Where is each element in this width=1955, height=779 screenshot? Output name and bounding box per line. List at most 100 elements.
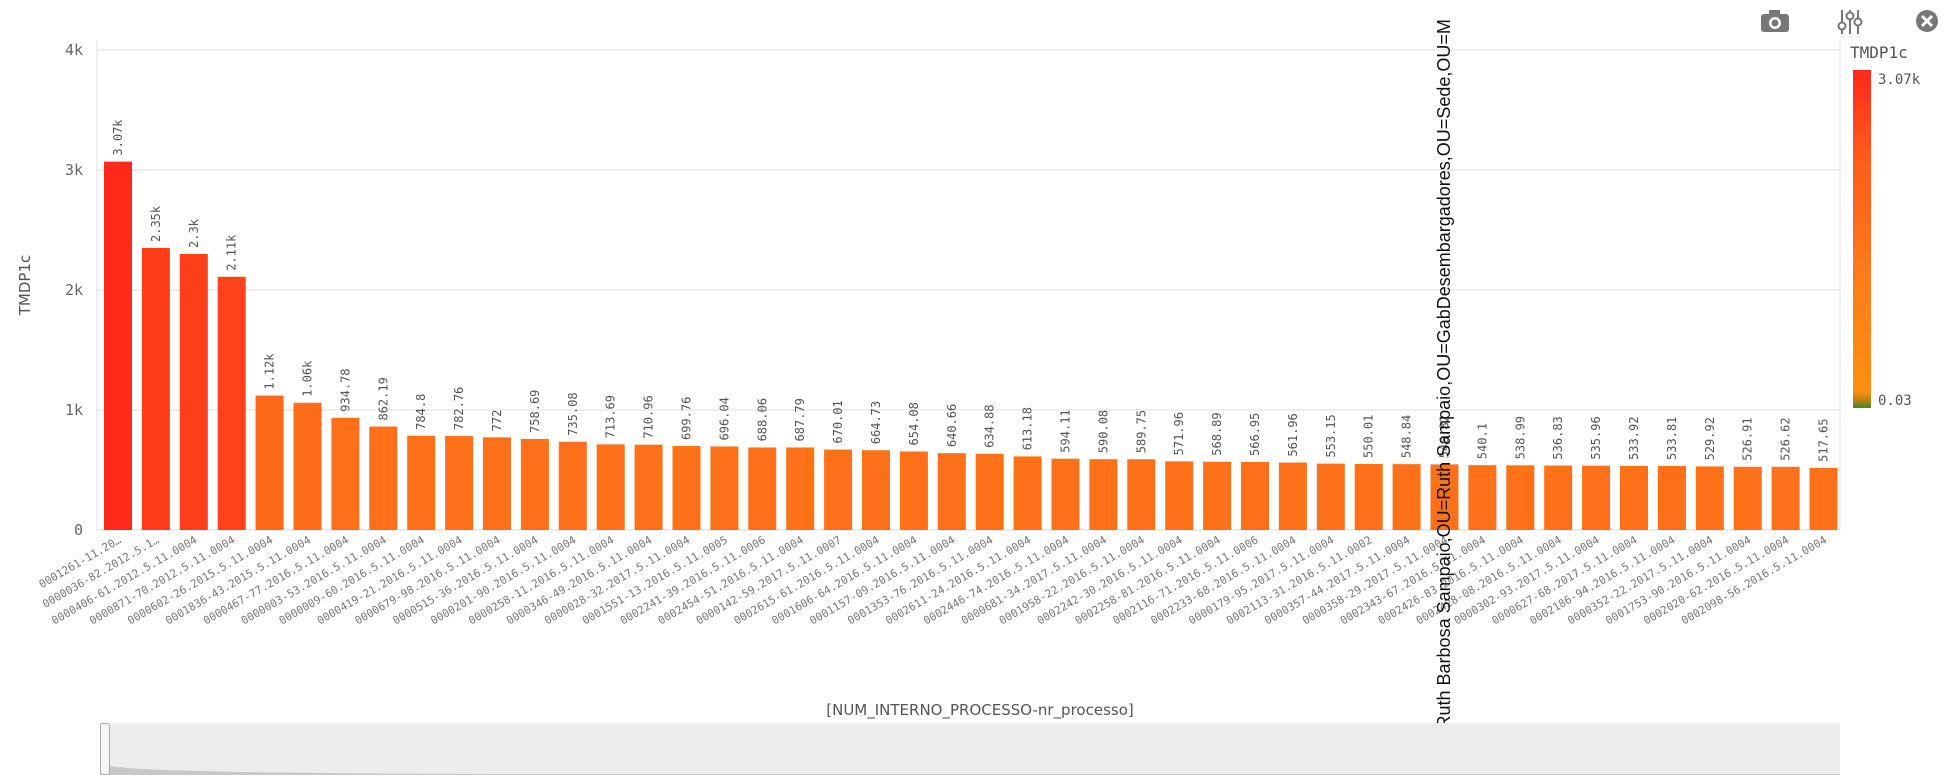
- bar[interactable]: [1354, 463, 1383, 530]
- bar-value-label: 550.01: [1362, 415, 1376, 458]
- bar[interactable]: [1582, 465, 1611, 530]
- bar-value-label: 526.91: [1741, 417, 1755, 460]
- bar[interactable]: [141, 248, 170, 530]
- bar[interactable]: [1657, 465, 1686, 530]
- bar[interactable]: [483, 437, 511, 530]
- bar-value-label: 538.99: [1513, 416, 1527, 459]
- legend-color-bar: [1853, 70, 1871, 408]
- bar[interactable]: [596, 444, 625, 530]
- bar[interactable]: [217, 276, 246, 530]
- bar-value-label: 526.62: [1779, 417, 1793, 460]
- bar[interactable]: [331, 417, 360, 530]
- bar-value-label: 533.81: [1665, 417, 1679, 460]
- bar-value-label: 566.95: [1248, 413, 1262, 456]
- bar-value-label: 782.76: [452, 387, 466, 430]
- bar[interactable]: [824, 449, 853, 530]
- bar[interactable]: [748, 447, 777, 530]
- bar[interactable]: [369, 426, 398, 530]
- bar-value-label: 1.12k: [263, 353, 277, 390]
- bar-value-label: 3.07k: [111, 119, 125, 156]
- bar[interactable]: [445, 436, 474, 530]
- bar[interactable]: [293, 402, 322, 530]
- bar[interactable]: [710, 446, 739, 530]
- bar[interactable]: [1051, 458, 1080, 530]
- bar[interactable]: [1430, 464, 1459, 530]
- y-tick-label: 0: [74, 521, 83, 539]
- color-legend: TMDP1c 3.07k 0.03: [1850, 43, 1921, 409]
- bar[interactable]: [1089, 459, 1118, 530]
- bar-value-label: 664.73: [869, 401, 883, 444]
- bar[interactable]: [1203, 461, 1232, 530]
- bar-value-label: 2.11k: [225, 234, 239, 271]
- bar[interactable]: [1506, 465, 1535, 530]
- range-navigator-preview: [100, 763, 1840, 775]
- y-tick-label: 3k: [65, 161, 83, 179]
- legend-max-label: 3.07k: [1878, 72, 1921, 88]
- x-axis-category-labels: 0001261-11.20…0000036-82.2012.5.1…000040…: [37, 533, 1830, 627]
- bar-value-label: 634.88: [983, 404, 997, 447]
- y-axis-title: TMDP1c: [16, 255, 34, 317]
- bar-value-label: 548.84: [1400, 415, 1414, 458]
- bar-value-label: 934.78: [338, 368, 352, 411]
- bar[interactable]: [407, 435, 436, 530]
- bar[interactable]: [1695, 466, 1724, 530]
- y-tick-label: 4k: [65, 41, 83, 59]
- bar[interactable]: [1013, 456, 1042, 530]
- legend-title: TMDP1c: [1850, 43, 1908, 62]
- bar-value-label: 758.69: [528, 390, 542, 433]
- overlay-vertical-text: : CN=Ruth Barbosa Sampaio,OU=Ruth Sampai…: [1434, 19, 1454, 775]
- bar-value-label: 540.1: [1475, 423, 1489, 459]
- y-tick-label: 1k: [65, 401, 83, 419]
- bar[interactable]: [1809, 467, 1838, 530]
- camera-icon[interactable]: [1758, 6, 1792, 36]
- bar[interactable]: [1316, 463, 1345, 530]
- bar[interactable]: [975, 453, 1004, 530]
- sliders-icon[interactable]: [1833, 6, 1867, 36]
- bar[interactable]: [1165, 461, 1194, 530]
- bar-value-label: 654.08: [907, 402, 921, 445]
- bar[interactable]: [1620, 465, 1648, 530]
- bar[interactable]: [255, 395, 284, 530]
- bar[interactable]: [672, 446, 701, 530]
- bar[interactable]: [1241, 461, 1269, 530]
- bar[interactable]: [1733, 466, 1762, 530]
- bar[interactable]: [179, 254, 208, 530]
- bar[interactable]: [104, 161, 132, 530]
- bar[interactable]: [1771, 466, 1800, 530]
- bar-value-label: 535.96: [1589, 416, 1603, 459]
- bar-value-label: 687.79: [793, 398, 807, 441]
- bar-value-label: 571.96: [1172, 412, 1186, 455]
- bar[interactable]: [899, 451, 928, 530]
- y-tick-label: 2k: [65, 281, 83, 299]
- bar[interactable]: [558, 441, 587, 530]
- range-navigator[interactable]: [100, 723, 1840, 775]
- range-navigator-handle[interactable]: [100, 723, 110, 775]
- bar-value-label: 784.8: [414, 394, 428, 430]
- bar-value-label: 589.75: [1134, 410, 1148, 453]
- bar-value-label: 2.35k: [149, 205, 163, 242]
- bar-value-label: 553.15: [1324, 414, 1338, 457]
- bar[interactable]: [1392, 464, 1421, 530]
- bar[interactable]: [1278, 462, 1307, 530]
- bar-value-label: 568.89: [1210, 412, 1224, 455]
- bar[interactable]: [1544, 465, 1573, 530]
- bar-value-label: 1.06k: [301, 360, 315, 397]
- bar[interactable]: [1468, 465, 1497, 530]
- bar-value-label: 546.82: [1438, 415, 1452, 458]
- bar[interactable]: [862, 450, 890, 530]
- close-icon[interactable]: [1910, 6, 1944, 36]
- bar[interactable]: [937, 453, 966, 530]
- bar-value-label: 735.08: [566, 392, 580, 435]
- bar-value-label: 613.18: [1021, 407, 1035, 450]
- bar-value-label: 561.96: [1286, 413, 1300, 456]
- bar[interactable]: [1127, 459, 1156, 530]
- bar-value-label: 533.92: [1627, 417, 1641, 460]
- bar-value-label: 594.11: [1059, 409, 1073, 452]
- y-axis: 0 1k 2k 3k 4k: [65, 41, 83, 539]
- bar-value-label: 670.01: [831, 400, 845, 443]
- bar[interactable]: [520, 438, 549, 530]
- bar[interactable]: [634, 444, 663, 530]
- bar[interactable]: [786, 447, 815, 530]
- bar-value-label: 688.06: [755, 398, 769, 441]
